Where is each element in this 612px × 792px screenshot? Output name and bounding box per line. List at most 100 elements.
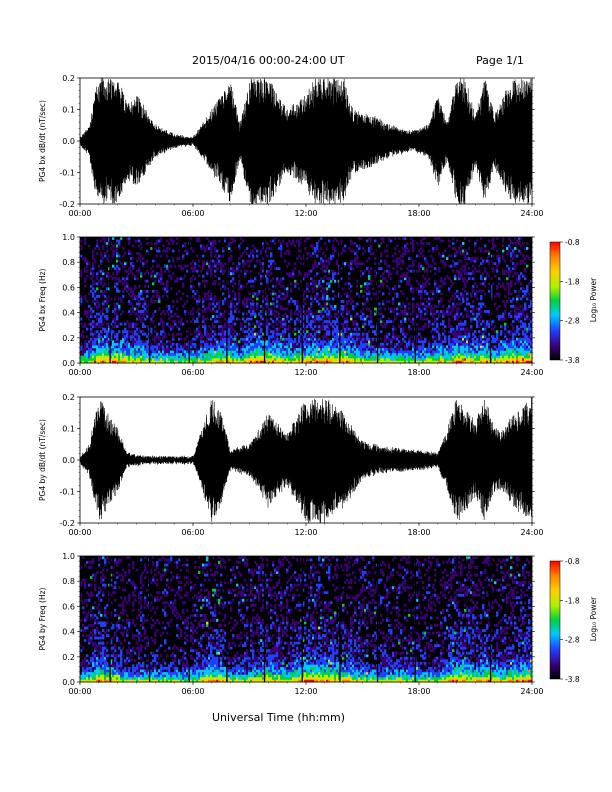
spectrogram-cell [234,335,237,339]
spectrogram-cell [100,340,103,344]
spectrogram-cell [292,342,295,346]
spectrogram-cell [200,269,203,273]
spectrogram-cell [110,355,113,359]
spectrogram-cell [288,300,291,303]
spectrogram-cell [180,297,183,301]
spectrogram-cell [454,330,457,334]
spectrogram-cell [134,284,137,288]
spectrogram-cell [332,244,335,248]
spectrogram-cell [252,347,255,351]
spectrogram-cell [110,352,113,356]
spectrogram-cell [364,360,367,364]
spectrogram-cell [164,264,167,268]
spectrogram-cell [458,342,461,346]
spectrogram-cell [162,355,165,359]
spectrogram-cell [276,317,279,321]
spectrogram-cell [144,284,147,288]
spectrogram-cell [182,355,185,359]
spectrogram-cell [354,350,357,354]
spectrogram-cell [346,282,349,286]
spectrogram-cell [434,357,437,361]
spectrogram-cell [340,330,343,334]
spectrogram-cell [316,330,319,334]
spectrogram-cell [242,302,245,306]
spectrogram-cell [444,350,447,354]
spectrogram-cell [284,312,287,316]
spectrogram-cell [374,262,377,266]
spectrogram-cell [354,342,357,346]
spectrogram-cell [240,254,243,258]
spectrogram-cell [270,310,273,313]
spectrogram-cell [86,345,89,349]
spectrogram-cell [460,340,463,344]
spectrogram-cell [258,289,261,293]
spectrogram-cell [438,327,441,331]
spectrogram-cell [212,360,215,364]
spectrogram-cell [232,237,235,240]
spectrogram-cell [84,259,87,263]
spectrogram-cell [90,272,93,276]
spectrogram-cell [154,345,157,349]
spectrogram-cell [422,355,425,359]
spectrogram-cell [442,279,445,283]
spectrogram-cell [208,297,211,301]
spectrogram-cell [308,289,311,293]
spectrogram-cell [302,307,305,311]
spectrogram-cell [272,259,275,263]
spectrogram-cell [366,332,369,336]
spectrogram-cell [124,347,127,351]
spectrogram-cell [198,325,201,329]
spectrogram-cell [396,259,399,263]
spectrogram-cell [230,254,233,258]
spectrogram-cell [180,322,183,326]
spectrogram-cell [86,350,89,354]
spectrogram-cell [94,357,97,361]
spectrogram-cell [274,342,277,346]
spectrogram-cell [108,259,111,263]
spectrogram-cell [140,242,143,245]
spectrogram-cell [160,267,163,271]
spectrogram-cell [132,264,135,268]
spectrogram-cell [220,269,223,273]
spectrogram-cell [382,345,385,349]
spectrogram-cell [384,357,387,361]
spectrogram-cell [426,259,429,263]
spectrogram-cell [392,320,395,323]
spectrogram-cell [204,332,207,336]
spectrogram-cell [484,305,487,308]
spectrogram-cell [152,289,155,293]
spectrogram-cell [450,284,453,288]
spectrogram-cell [146,345,149,349]
spectrogram-cell [126,360,129,364]
spectrogram-cell [210,342,213,346]
spectrogram-cell [92,340,95,344]
spectrogram-cell [280,350,283,354]
spectrogram-cell [454,340,457,344]
spectrogram-cell [138,345,141,349]
spectrogram-cell [326,289,329,293]
spectrogram-cell [134,277,137,281]
x-tick-label: 24:00 [520,209,543,218]
spectrogram-cell [278,337,281,341]
spectrogram-cell [372,352,375,356]
spectrogram-cell [316,357,319,361]
spectrogram-cell [454,274,457,278]
spectrogram-cell [250,297,253,301]
spectrogram-cell [180,267,183,271]
spectrogram-cell [466,300,469,303]
spectrogram-cell [164,287,167,291]
spectrogram-cell [350,340,353,344]
spectrogram-cell [370,355,373,359]
spectrogram-cell [464,284,467,288]
spectrogram-cell [104,360,107,364]
spectrogram-cell [180,357,183,361]
spectrogram-cell [360,355,363,359]
spectrogram-cell [416,305,419,308]
spectrogram-cell [472,337,475,341]
spectrogram-cell [238,262,241,266]
spectrogram-cell [454,317,457,321]
spectrogram-cell [200,340,203,344]
spectrogram-cell [220,264,223,268]
spectrogram-cell [302,322,305,326]
spectrogram-cell [462,297,465,301]
